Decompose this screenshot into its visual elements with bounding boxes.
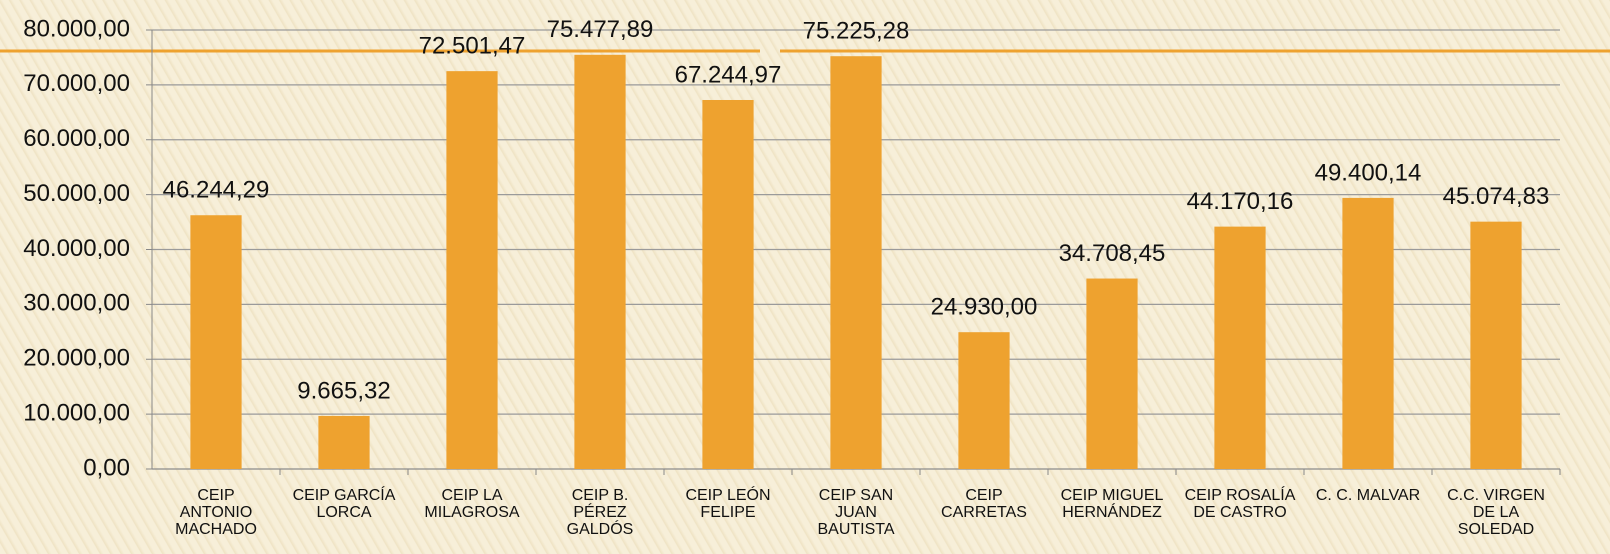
bar (318, 415, 370, 469)
bar (1086, 278, 1138, 469)
bar (1214, 226, 1266, 469)
y-tick-label: 60.000,00 (23, 125, 130, 152)
value-label: 44.170,16 (1187, 188, 1294, 215)
y-tick-label: 10.000,00 (23, 399, 130, 426)
x-tick-label: CEIP ANTONIO MACHADO (175, 487, 257, 538)
value-label: 46.244,29 (163, 177, 270, 204)
bar (958, 332, 1010, 469)
x-tick-label: CEIP CARRETAS (941, 487, 1027, 521)
y-tick-label: 20.000,00 (23, 345, 130, 372)
bar (702, 99, 754, 469)
bar (1470, 221, 1522, 469)
value-label: 45.074,83 (1443, 183, 1550, 210)
x-tick-label: C.C. VIRGEN DE LA SOLEDAD (1447, 487, 1545, 538)
x-tick-label: CEIP MIGUEL HERNÁNDEZ (1060, 487, 1164, 521)
x-tick-label: CEIP SAN JUAN BAUTISTA (817, 487, 895, 538)
y-tick-label: 0,00 (83, 454, 130, 481)
x-tick-label: CEIP B. PÉREZ GALDÓS (566, 487, 634, 538)
value-label: 72.501,47 (419, 32, 526, 59)
value-label: 9.665,32 (297, 377, 390, 404)
value-label: 67.244,97 (675, 61, 782, 88)
bar (830, 56, 882, 470)
x-tick-label: CEIP GARCÍA LORCA (292, 487, 396, 521)
bar (1342, 197, 1394, 469)
y-tick-label: 70.000,00 (23, 70, 130, 97)
y-tick-label: 50.000,00 (23, 180, 130, 207)
value-label: 49.400,14 (1315, 159, 1422, 186)
bar (446, 71, 498, 469)
x-tick-label: C. C. MALVAR (1315, 487, 1421, 504)
x-tick-label: CEIP ROSALÍA DE CASTRO (1184, 487, 1296, 521)
bar (190, 215, 242, 469)
x-tick-label: CEIP LEÓN FELIPE (685, 487, 771, 521)
value-label: 75.225,28 (803, 18, 910, 45)
value-label: 24.930,00 (931, 294, 1038, 321)
value-label: 34.708,45 (1059, 240, 1166, 267)
y-tick-label: 80.000,00 (23, 15, 130, 42)
y-tick-label: 40.000,00 (23, 235, 130, 262)
bar (574, 54, 626, 470)
x-tick-label: CEIP LA MILAGROSA (424, 487, 520, 521)
value-label: 75.477,89 (547, 16, 654, 43)
y-tick-label: 30.000,00 (23, 290, 130, 317)
